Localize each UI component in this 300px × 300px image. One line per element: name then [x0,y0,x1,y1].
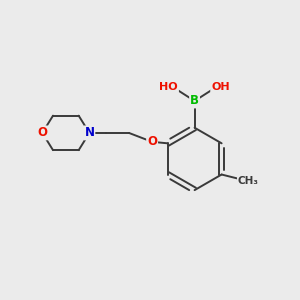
Text: B: B [190,94,199,107]
Text: HO: HO [159,82,178,92]
Text: O: O [147,135,157,148]
Text: N: N [84,126,94,140]
Text: OH: OH [211,82,230,92]
Text: CH₃: CH₃ [238,176,259,186]
Text: O: O [37,126,47,140]
